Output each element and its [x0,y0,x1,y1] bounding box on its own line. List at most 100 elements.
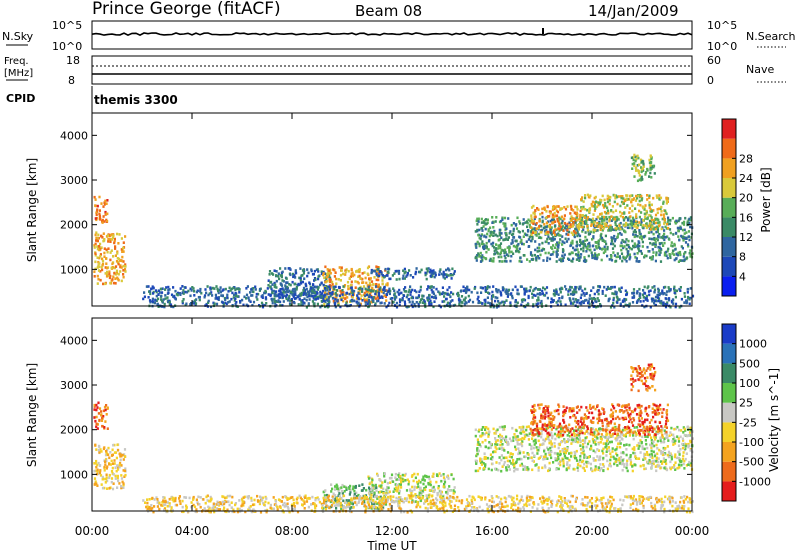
heatmap-cell [326,493,329,497]
heatmap-cell [634,256,637,259]
heatmap-cell [640,220,643,224]
heatmap-cell [631,167,634,170]
heatmap-cell [518,247,521,251]
heatmap-cell [357,296,360,300]
heatmap-cell [562,225,565,228]
heatmap-cell [112,234,115,237]
heatmap-cell [494,443,497,446]
heatmap-cell [655,443,658,447]
heatmap-cell [683,434,686,437]
heatmap-cell [674,295,677,299]
heatmap-cell [520,285,523,288]
heatmap-cell [688,217,691,221]
heatmap-cell [639,439,642,442]
heatmap-cell [385,497,388,500]
heatmap-cell [635,257,638,260]
heatmap-cell [544,287,547,291]
heatmap-cell [597,449,601,452]
heatmap-cell [505,292,508,295]
heatmap-cell [101,475,104,479]
heatmap-cell [110,459,113,463]
heatmap-cell [584,244,587,248]
heatmap-cell [673,442,677,445]
heatmap-cell [112,462,115,465]
heatmap-cell [529,219,532,223]
heatmap-cell [433,271,436,274]
heatmap-cell [446,488,450,491]
heatmap-cell [663,292,666,295]
heatmap-cell [119,265,122,269]
heatmap-cell [322,272,325,275]
heatmap-cell [329,271,332,275]
heatmap-cell [358,484,361,487]
heatmap-cell [631,469,634,473]
heatmap-cell [655,430,658,434]
heatmap-cell [217,296,220,299]
heatmap-cell [647,461,650,465]
heatmap-cell [546,446,549,450]
heatmap-cell [226,296,229,299]
heatmap-cell [122,469,125,472]
heatmap-cell [556,205,559,208]
heatmap-cell [642,299,645,303]
heatmap-cell [527,457,530,460]
heatmap-cell [284,286,287,289]
heatmap-cell [674,220,677,224]
heatmap-cell [611,247,615,250]
heatmap-cell [606,467,609,471]
heatmap-cell [664,225,667,229]
heatmap-cell [642,206,645,210]
heatmap-cell [665,199,668,203]
heatmap-cell [635,169,638,172]
heatmap-cell [485,241,488,245]
heatmap-cell [101,264,104,267]
heatmap-cell [609,287,612,290]
heatmap-cell [365,281,368,285]
heatmap-cell [491,462,494,466]
heatmap-cell [679,226,682,230]
heatmap-cell [630,198,633,201]
heatmap-cell [495,216,498,219]
heatmap-cell [219,286,222,289]
heatmap-cell [518,259,521,263]
heatmap-cell [540,249,544,252]
nave-tick-top: 60 [707,54,721,67]
heatmap-cell [265,302,268,305]
heatmap-cell [167,285,170,289]
heatmap-cell [616,255,620,258]
heatmap-cell [149,290,152,293]
heatmap-cell [151,300,155,304]
heatmap-cell [476,447,479,451]
heatmap-cell [656,432,659,435]
heatmap-cell [206,285,209,288]
heatmap-cell [555,250,558,254]
heatmap-cell [630,156,633,160]
heatmap-cell [114,247,117,250]
heatmap-cell [227,301,230,304]
heatmap-cell [581,196,584,199]
heatmap-cell [590,230,593,234]
heatmap-cell [430,272,433,276]
heatmap-cell [609,455,613,459]
heatmap-cell [379,497,383,501]
heatmap-cell [554,246,557,249]
heatmap-cell [625,221,628,225]
heatmap-cell [619,290,622,293]
heatmap-cell [608,297,611,301]
heatmap-cell [357,493,360,497]
heatmap-cell [349,291,353,294]
heatmap-cell [449,300,452,303]
heatmap-cell [605,436,608,439]
heatmap-cell [606,247,609,251]
heatmap-cell [187,289,190,293]
heatmap-cell [105,467,108,470]
heatmap-cell [113,451,117,454]
heatmap-cell [620,233,623,236]
heatmap-cell [542,286,545,290]
heatmap-cell [103,201,106,204]
heatmap-cell [220,294,223,297]
heatmap-cell [431,494,434,497]
heatmap-cell [671,298,675,301]
heatmap-cell [217,291,220,295]
heatmap-cell [543,455,546,459]
